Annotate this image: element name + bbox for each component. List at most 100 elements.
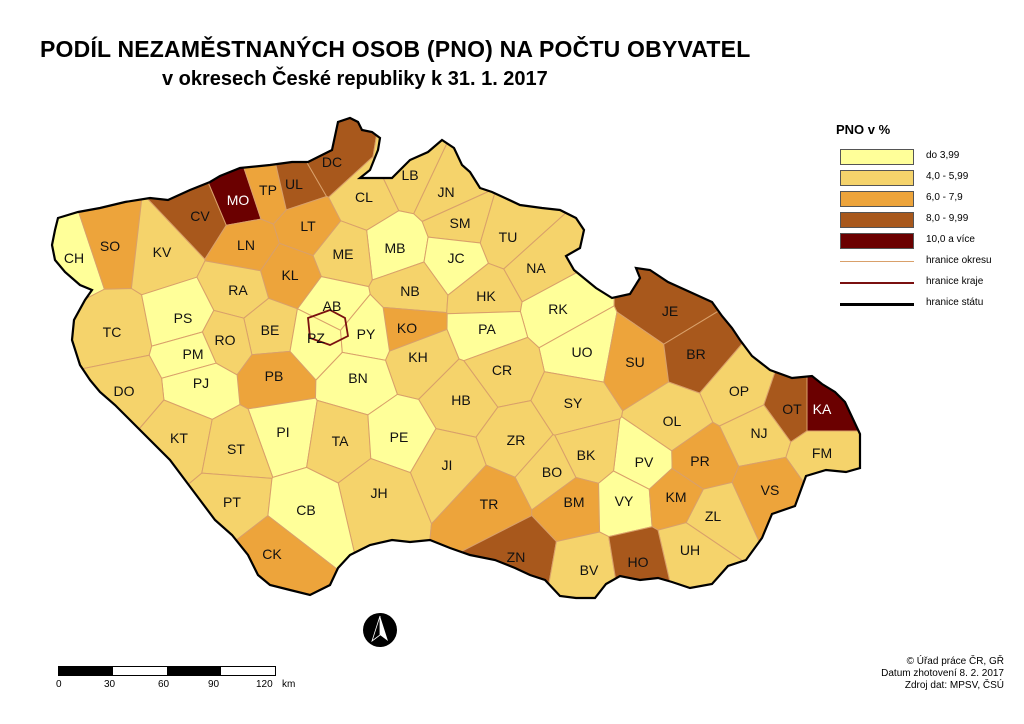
legend-line-3 xyxy=(840,303,914,306)
district-label-zl: ZL xyxy=(705,508,722,524)
district-label-ln: LN xyxy=(237,237,255,253)
district-label-zr: ZR xyxy=(507,432,526,448)
district-label-rk: RK xyxy=(548,301,568,317)
district-label-tp: TP xyxy=(259,182,277,198)
district-label-je: JE xyxy=(662,303,678,319)
district-label-lb: LB xyxy=(401,167,418,183)
district-label-ro: RO xyxy=(215,332,236,348)
legend-class-4: 8,0 - 9,99 xyxy=(836,210,1006,231)
district-label-ho: HO xyxy=(628,554,649,570)
district-label-jc: JC xyxy=(447,250,464,266)
map-subtitle: v okresech České republiky k 31. 1. 2017 xyxy=(162,68,548,90)
district-label-uh: UH xyxy=(680,542,700,558)
district-label-st: ST xyxy=(227,441,245,457)
district-label-tu: TU xyxy=(499,229,518,245)
map-credits: © Úřad práce ČR, GŘ Datum zhotovení 8. 2… xyxy=(881,656,1004,692)
district-label-pi: PI xyxy=(276,424,289,440)
district-label-bn: BN xyxy=(348,370,367,386)
district-label-be: BE xyxy=(261,322,280,338)
district-label-pj: PJ xyxy=(193,375,209,391)
district-label-bm: BM xyxy=(564,494,585,510)
district-label-lt: LT xyxy=(300,218,316,234)
district-label-ul: UL xyxy=(285,176,303,192)
legend-line-2 xyxy=(840,282,914,284)
district-label-br: BR xyxy=(686,346,705,362)
district-label-py: PY xyxy=(357,326,376,342)
district-label-sm: SM xyxy=(450,215,471,231)
scale-bar-graphic xyxy=(58,666,276,676)
district-label-cb: CB xyxy=(296,502,315,518)
legend-swatch-5 xyxy=(840,233,914,249)
district-label-jn: JN xyxy=(437,184,454,200)
district-label-vy: VY xyxy=(615,493,634,509)
district-label-hk: HK xyxy=(476,288,496,304)
legend-title: PNO v % xyxy=(836,122,891,137)
district-label-me: ME xyxy=(333,246,354,262)
legend-label-5: 10,0 a více xyxy=(926,234,975,245)
legend-class-3: 6,0 - 7,9 xyxy=(836,189,1006,210)
legend-region-border: hranice kraje xyxy=(836,273,1006,294)
district-label-do: DO xyxy=(114,383,135,399)
district-label-cr: CR xyxy=(492,362,512,378)
north-arrow-icon xyxy=(363,613,397,647)
district-label-su: SU xyxy=(625,354,644,370)
district-label-mo: MO xyxy=(227,192,250,208)
legend-swatch-1 xyxy=(840,149,914,165)
district-label-pm: PM xyxy=(183,346,204,362)
district-label-vs: VS xyxy=(761,482,780,498)
district-label-so: SO xyxy=(100,238,120,254)
legend-label-3: 6,0 - 7,9 xyxy=(926,192,963,203)
map-legend: PNO v % do 3,99 4,0 - 5,99 6,0 - 7,9 8,0… xyxy=(836,122,1006,315)
scale-segment xyxy=(59,667,113,675)
district-label-ji: JI xyxy=(442,457,453,473)
district-label-sy: SY xyxy=(564,395,583,411)
scale-unit: km xyxy=(282,679,296,690)
district-label-op: OP xyxy=(729,383,749,399)
district-label-kv: KV xyxy=(153,244,172,260)
district-label-ta: TA xyxy=(332,433,350,449)
district-do xyxy=(52,354,165,559)
district-label-kl: KL xyxy=(281,267,298,283)
district-label-ko: KO xyxy=(397,320,417,336)
district-label-mb: MB xyxy=(385,240,406,256)
scale-segment xyxy=(167,667,221,675)
district-label-pb: PB xyxy=(265,368,284,384)
district-label-bo: BO xyxy=(542,464,562,480)
legend-class-1: do 3,99 xyxy=(836,147,1006,168)
legend-class-5: 10,0 a více xyxy=(836,231,1006,252)
scale-tick: 30 xyxy=(104,679,116,690)
district-label-ol: OL xyxy=(663,413,682,429)
legend-state-border: hranice státu xyxy=(836,294,1006,315)
credit-line: Zdroj dat: MPSV, ČSÚ xyxy=(904,680,1004,691)
district-label-ch: CH xyxy=(64,250,84,266)
district-label-ps: PS xyxy=(174,310,193,326)
district-fm xyxy=(785,430,860,592)
district-label-pv: PV xyxy=(635,454,654,470)
legend-label-4: 8,0 - 9,99 xyxy=(926,213,969,224)
district-label-pr: PR xyxy=(690,453,709,469)
district-label-uo: UO xyxy=(572,344,593,360)
legend-label-2: 4,0 - 5,99 xyxy=(926,171,969,182)
scale-bar: 0 30 60 90 120 km xyxy=(56,666,295,690)
district-label-ck: CK xyxy=(262,546,282,562)
district-label-ka: KA xyxy=(813,401,832,417)
legend-label-1: do 3,99 xyxy=(926,150,960,161)
district-label-pz: PZ xyxy=(307,330,325,346)
district-label-ab: AB xyxy=(323,298,342,314)
district-label-kt: KT xyxy=(170,430,188,446)
district-label-dc: DC xyxy=(322,154,342,170)
scale-tick: 90 xyxy=(208,679,220,690)
map-title: PODÍL NEZAMĚSTNANÝCH OSOB (PNO) NA POČTU… xyxy=(40,36,751,62)
district-label-hb: HB xyxy=(451,392,470,408)
district-label-jh: JH xyxy=(370,485,387,501)
district-label-kh: KH xyxy=(408,349,427,365)
legend-line-1 xyxy=(840,261,914,262)
legend-class-2: 4,0 - 5,99 xyxy=(836,168,1006,189)
district-label-tc: TC xyxy=(103,324,122,340)
district-label-pa: PA xyxy=(478,321,496,337)
district-label-nb: NB xyxy=(400,283,419,299)
district-label-ra: RA xyxy=(228,282,248,298)
district-label-bk: BK xyxy=(577,447,596,463)
district-label-km: KM xyxy=(666,489,687,505)
